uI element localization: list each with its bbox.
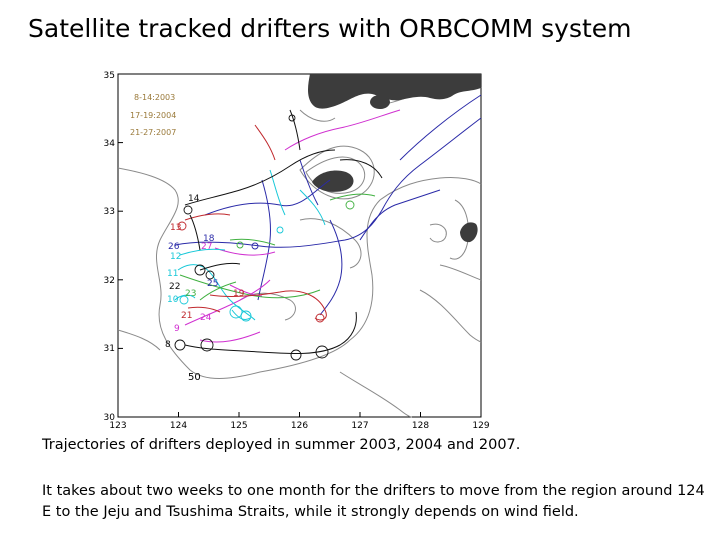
x-tick-label: 124 — [170, 421, 187, 431]
drifter-label: 9 — [174, 324, 180, 334]
trajectories-black — [184, 109, 383, 355]
y-axis-tick-labels: 30 31 32 33 34 35 — [104, 71, 116, 423]
drifter-label: 21 — [181, 311, 192, 321]
tsushima-island — [460, 222, 478, 243]
x-tick-label: 129 — [472, 421, 489, 431]
caption-explanation: It takes about two weeks to one month fo… — [42, 483, 705, 520]
jeju-island — [312, 170, 354, 192]
trajectory-loops — [174, 114, 355, 361]
isobath-label: 50 — [188, 372, 201, 383]
land-masses — [308, 74, 481, 243]
x-tick-label: 126 — [291, 421, 308, 431]
slide-title: Satellite tracked drifters with ORBCOMM … — [28, 14, 632, 43]
drifter-label: 14 — [188, 194, 200, 204]
drifter-label: 24 — [200, 313, 212, 323]
drifter-label: 26 — [168, 242, 180, 252]
trajectories-cyan — [174, 169, 326, 321]
x-tick-label: 128 — [412, 421, 429, 431]
axis-ticks — [117, 73, 482, 418]
legend-entry: 21-27:2007 — [130, 128, 176, 137]
trajectories-green — [179, 193, 376, 301]
y-tick-label: 31 — [104, 344, 115, 354]
y-tick-label: 30 — [104, 413, 116, 423]
drifter-label: 11 — [167, 269, 178, 279]
y-tick-label: 35 — [104, 71, 115, 81]
drifter-label: 27 — [201, 242, 212, 252]
x-tick-label: 127 — [351, 421, 368, 431]
legend-entry: 8-14:2003 — [134, 93, 175, 102]
drifter-label: 8 — [165, 340, 171, 350]
trajectories-blue — [174, 94, 482, 316]
drifter-label: 12 — [170, 252, 181, 262]
x-tick-label: 125 — [230, 421, 247, 431]
drifter-trajectories — [174, 94, 482, 361]
x-axis-tick-labels: 123 124 125 126 127 128 129 — [109, 421, 489, 431]
drifter-id-labels: 14 13 18 26 27 12 11 22 23 25 10 19 21 2… — [165, 194, 245, 350]
drifter-label: 25 — [207, 279, 218, 289]
y-tick-label: 33 — [104, 207, 115, 217]
map-frame — [117, 73, 482, 418]
drifter-label: 19 — [233, 289, 245, 299]
legend-entry: 17-19:2004 — [130, 111, 176, 120]
y-tick-label: 32 — [104, 276, 115, 286]
x-tick-label: 123 — [109, 421, 126, 431]
drifter-label: 18 — [203, 234, 215, 244]
drifter-label: 10 — [167, 295, 179, 305]
korea-island — [370, 95, 390, 109]
drifter-label: 22 — [169, 282, 180, 292]
drifter-label: 13 — [170, 223, 181, 233]
caption-trajectories: Trajectories of drifters deployed in sum… — [42, 437, 521, 453]
drifter-label: 23 — [185, 289, 196, 299]
y-tick-label: 34 — [104, 139, 116, 149]
map-legend: 8-14:2003 17-19:2004 21-27:2007 — [130, 93, 176, 137]
korea-coast-land — [308, 74, 481, 109]
